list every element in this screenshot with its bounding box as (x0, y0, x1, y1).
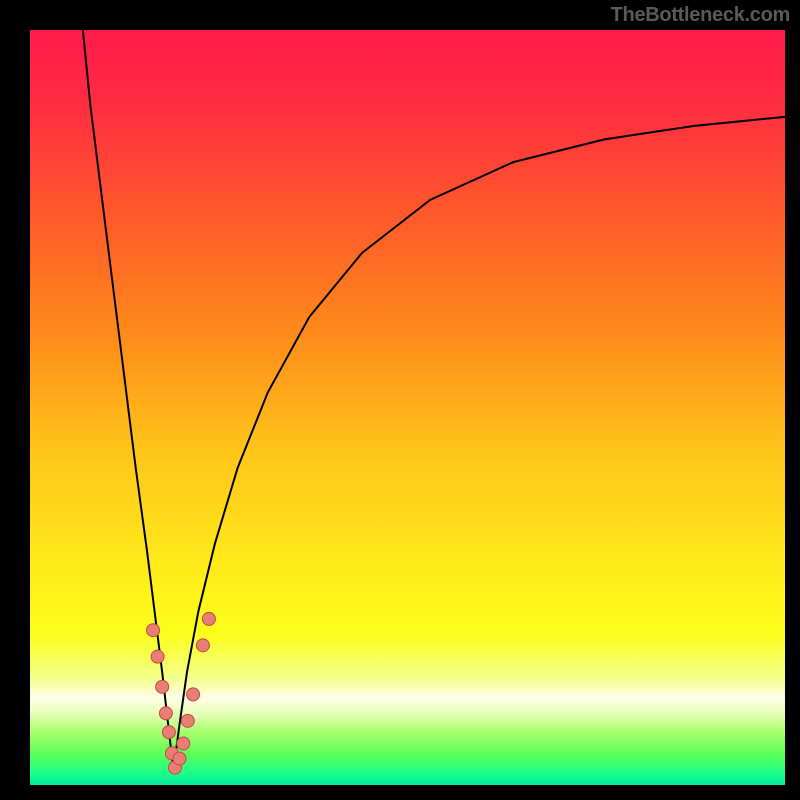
data-marker (202, 612, 215, 625)
data-marker (159, 707, 172, 720)
watermark-text: TheBottleneck.com (611, 4, 790, 27)
frame-right (785, 0, 800, 800)
frame-bottom (0, 785, 800, 800)
data-marker (162, 726, 175, 739)
data-marker (147, 624, 160, 637)
data-marker (187, 688, 200, 701)
data-marker (181, 714, 194, 727)
plot-background (30, 30, 785, 785)
bottleneck-chart (0, 0, 800, 800)
data-marker (177, 737, 190, 750)
data-marker (151, 650, 164, 663)
data-marker (196, 639, 209, 652)
frame-left (0, 0, 30, 800)
data-marker (156, 680, 169, 693)
data-marker (173, 752, 186, 765)
